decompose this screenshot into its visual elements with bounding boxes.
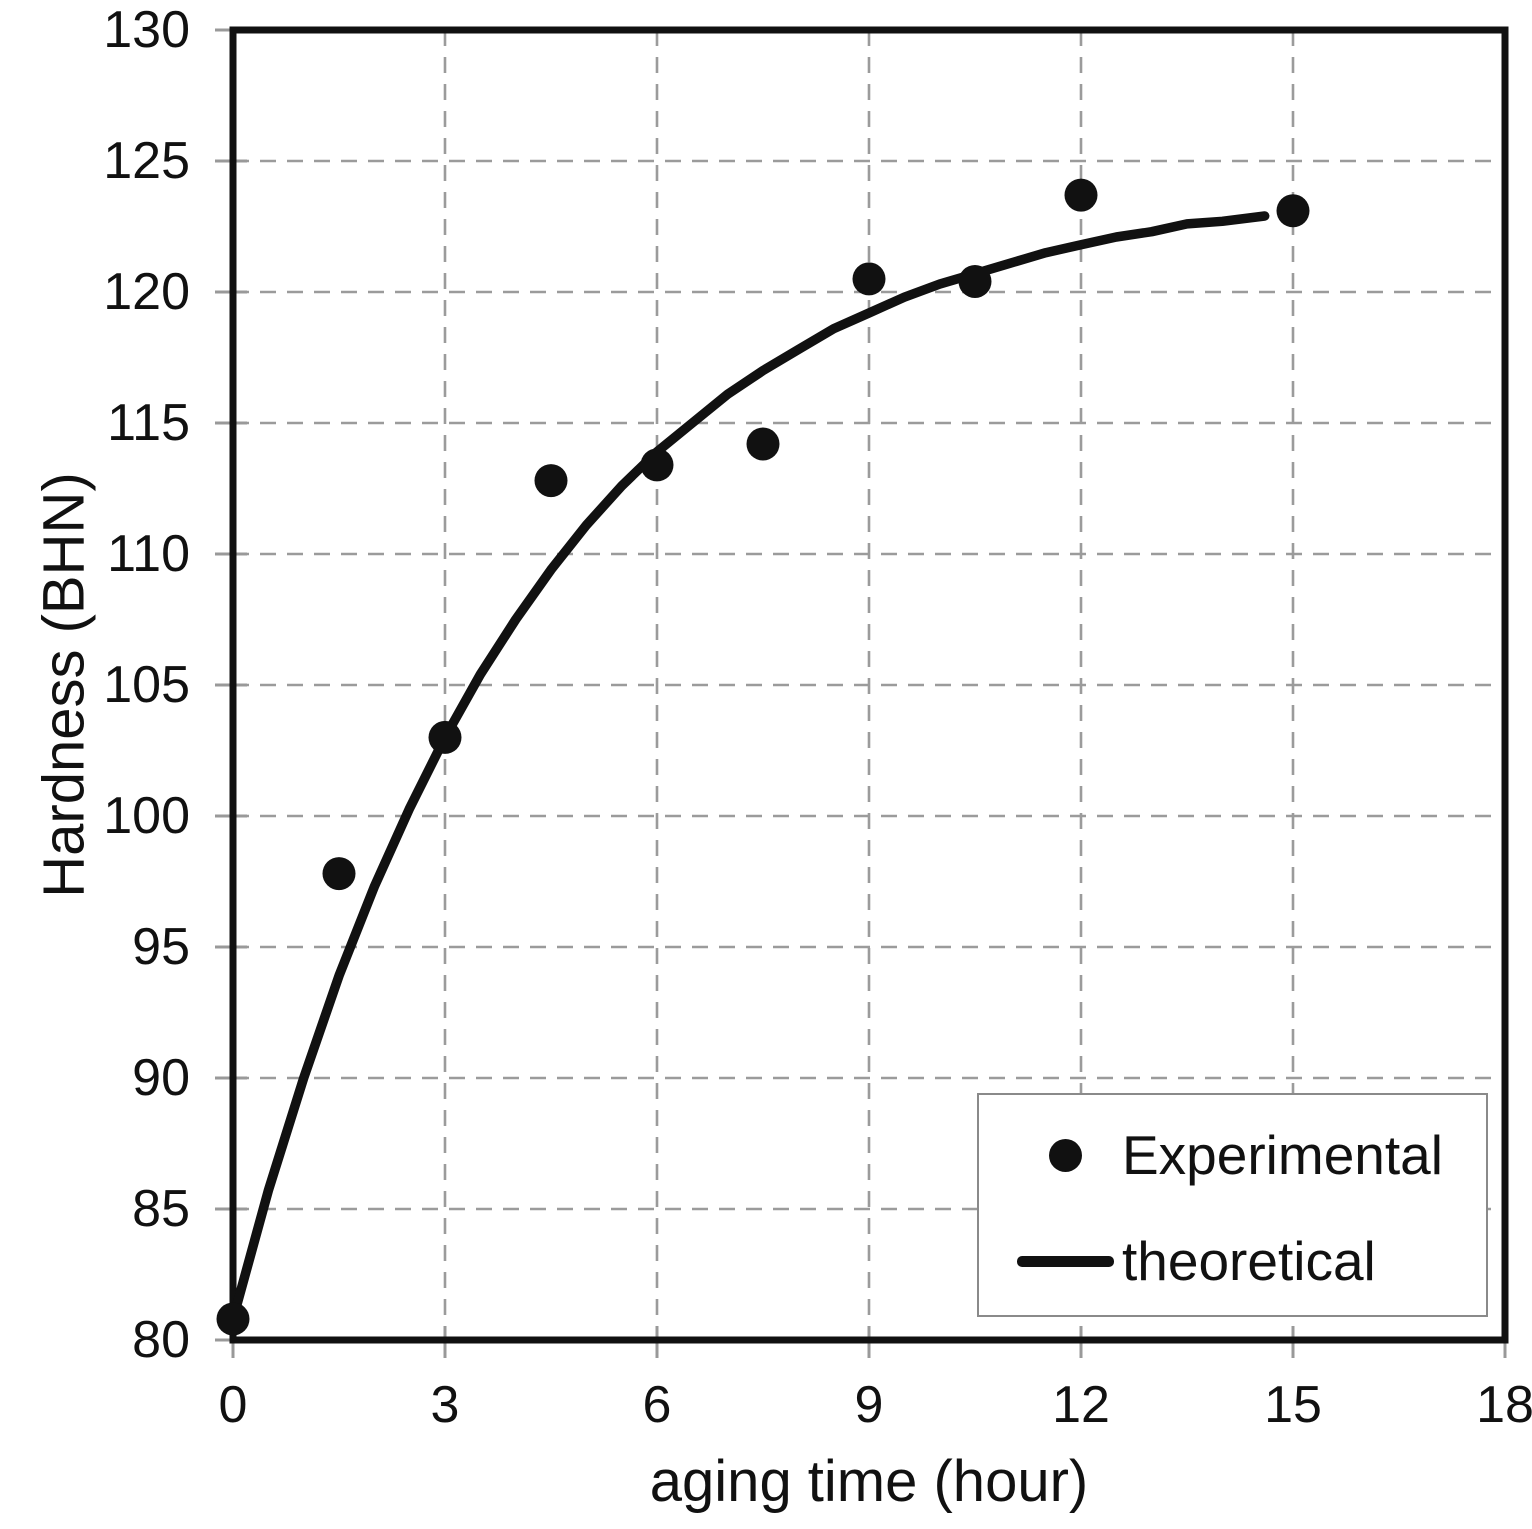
legend: Experimental theoretical: [977, 1093, 1488, 1317]
y-tick-label: 130: [103, 1, 190, 59]
x-tick-label: 9: [854, 1376, 884, 1434]
legend-label-experimental: Experimental: [1122, 1124, 1443, 1186]
y-tick-label: 100: [103, 787, 190, 845]
theoretical-curve: [228, 211, 1270, 1324]
y-tick-label: 95: [132, 918, 190, 976]
experimental-point: [534, 464, 568, 498]
legend-item-theoretical: theoretical: [1017, 1228, 1476, 1294]
experimental-point: [1276, 194, 1310, 228]
x-tick-label: 18: [1476, 1376, 1532, 1434]
experimental-point: [958, 265, 992, 298]
x-axis-title: aging time (hour): [649, 1449, 1089, 1514]
legend-marker-box: [1017, 1255, 1114, 1267]
line-marker-icon: [1017, 1255, 1114, 1267]
y-tick-label: 110: [107, 525, 190, 583]
x-tick-label: 12: [1052, 1376, 1110, 1434]
x-tick-label: 6: [642, 1376, 672, 1434]
y-tick-label: 125: [103, 132, 190, 190]
experimental-point: [852, 262, 886, 296]
scatter-dot-marker-icon: [1049, 1138, 1082, 1172]
experimental-point: [428, 720, 462, 754]
y-tick-label: 120: [103, 263, 190, 321]
x-tick-label: 15: [1264, 1376, 1322, 1434]
y-tick-label: 105: [103, 656, 190, 714]
experimental-point: [216, 1302, 250, 1336]
legend-label-theoretical: theoretical: [1122, 1230, 1376, 1292]
experimental-point: [746, 427, 780, 461]
y-tick-label: 85: [132, 1180, 190, 1238]
experimental-point: [322, 857, 356, 891]
x-tick-label: 0: [218, 1376, 248, 1434]
x-tick-label: 3: [430, 1376, 460, 1434]
plot-frame: [229, 26, 1509, 1344]
y-tick-label: 90: [132, 1049, 190, 1107]
y-tick-label: 80: [132, 1311, 190, 1369]
y-tick-label: 115: [107, 394, 190, 452]
experimental-point: [1064, 178, 1098, 212]
experimental-point: [640, 448, 674, 482]
legend-item-experimental: Experimental: [1017, 1122, 1476, 1188]
legend-marker-box: [1017, 1138, 1114, 1172]
